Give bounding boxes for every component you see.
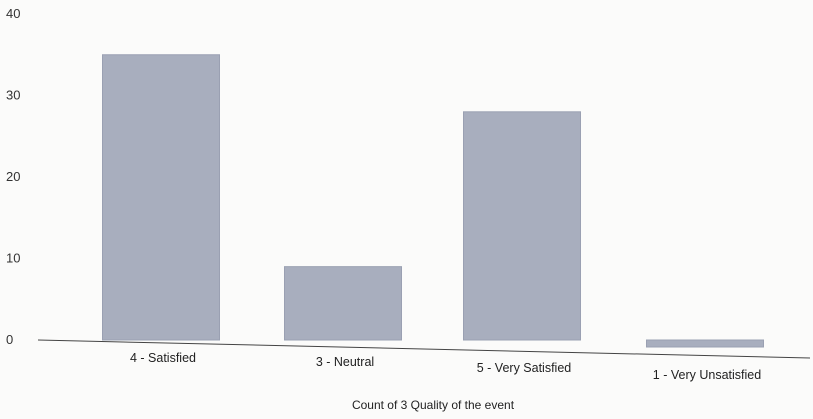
y-axis: 0 10 20 30 40 bbox=[6, 6, 20, 347]
bar-1-very-unsatisfied bbox=[646, 339, 764, 348]
x-axis: 4 - Satisfied 3 - Neutral 5 - Very Satisfi… bbox=[130, 351, 761, 382]
bars-group bbox=[102, 54, 764, 348]
bar-3-neutral bbox=[284, 266, 402, 341]
y-tick-label: 10 bbox=[6, 251, 20, 266]
x-tick-label: 1 - Very Unsatisfied bbox=[653, 368, 761, 382]
x-tick-label: 3 - Neutral bbox=[316, 355, 374, 369]
y-tick-label: 30 bbox=[6, 88, 20, 103]
y-tick-label: 0 bbox=[6, 332, 13, 347]
y-tick-label: 40 bbox=[6, 6, 20, 21]
bar-4-satisfied bbox=[102, 54, 220, 341]
bar-5-very-satisfied bbox=[463, 111, 581, 341]
y-tick-label: 20 bbox=[6, 169, 20, 184]
x-tick-label: 5 - Very Satisfied bbox=[477, 361, 572, 375]
x-axis-line bbox=[37, 339, 811, 359]
x-tick-label: 4 - Satisfied bbox=[130, 351, 196, 365]
x-axis-title: Count of 3 Quality of the event bbox=[352, 398, 515, 412]
